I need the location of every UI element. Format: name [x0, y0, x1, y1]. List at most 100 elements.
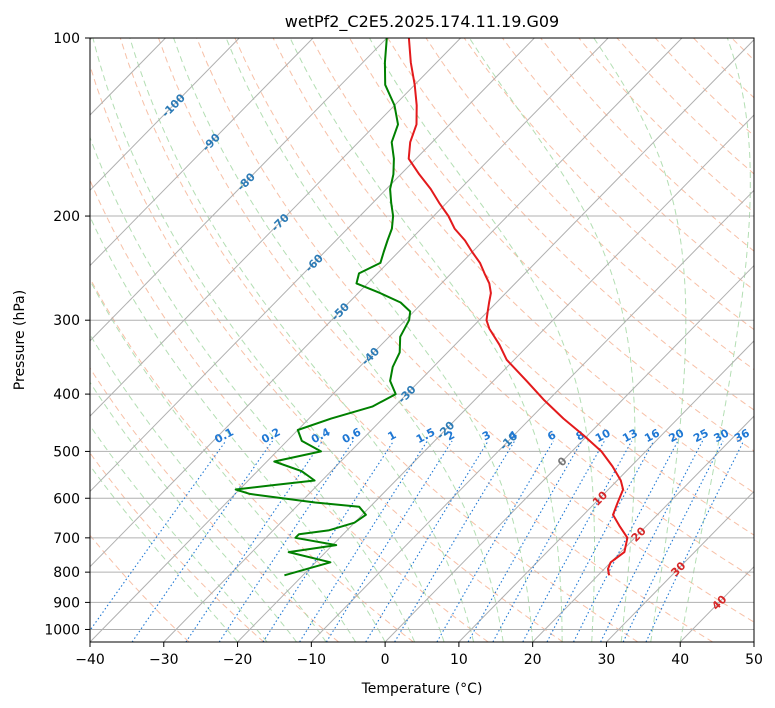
dry-adiabat: [616, 38, 754, 175]
dry-adiabat: [770, 38, 775, 642]
mixing-ratio-label: 0.2: [259, 425, 282, 446]
mixing-ratio-line: [467, 440, 583, 642]
mixing-ratio-line: [185, 440, 323, 642]
isotherm-line: [90, 38, 240, 192]
moist-adiabat: [679, 38, 751, 642]
isotherm-line: [90, 38, 388, 342]
isotherm-line: [606, 490, 754, 642]
isotherm-line: [532, 415, 754, 642]
moist-adiabat: [92, 38, 445, 642]
x-tick-label: −10: [297, 652, 327, 668]
dry-adiabat: [425, 38, 754, 371]
mixing-ratio-label: 10: [593, 426, 613, 445]
dry-adiabat: [349, 38, 754, 452]
dry-adiabat: [731, 38, 754, 61]
dry-adiabat: [540, 38, 754, 252]
moist-adiabat: [90, 215, 386, 642]
moist-adiabat: [468, 38, 636, 642]
mixing-ratio-label: 0.1: [212, 425, 235, 446]
mixing-ratio-label: 1: [386, 428, 399, 443]
mixing-ratio-label: 30: [712, 426, 732, 445]
moist-adiabat: [173, 38, 504, 642]
dry-adiabats: [90, 38, 775, 642]
dry-adiabat: [310, 38, 754, 494]
mixing-ratio-label: 0.6: [340, 425, 364, 446]
x-tick-label: 0: [381, 652, 390, 668]
isotherm-line: [753, 641, 754, 642]
isotherm-line: [679, 566, 754, 642]
isotherm-line: [90, 38, 683, 642]
y-tick-label: 700: [53, 531, 80, 547]
chart-title: wetPf2_C2E5.2025.174.11.19.G09: [285, 12, 559, 32]
x-tick-label: 20: [524, 652, 542, 668]
dry-adiabat: [578, 38, 754, 213]
mixing-ratio-label: 20: [667, 426, 687, 445]
y-tick-label: 800: [53, 565, 80, 581]
isotherm-line: [458, 340, 754, 642]
mixing-ratio-label: 2: [444, 428, 457, 443]
dry-adiabat: [90, 367, 339, 642]
moist-adiabat: [90, 381, 297, 642]
mixing-ratio-line: [365, 440, 489, 642]
moist-adiabat: [369, 38, 595, 642]
plot-area: -100-90-80-70-60-50-40-30-20 -10010203040…: [90, 38, 775, 642]
dry-adiabat: [90, 534, 190, 642]
x-tick-label: −30: [149, 652, 179, 668]
isotherm-line: [90, 38, 609, 568]
isotherm-line: [163, 39, 754, 642]
dry-adiabat: [90, 64, 564, 642]
isotherm-line: [384, 264, 754, 642]
mixing-ratio-label: 16: [642, 426, 662, 445]
x-tick-label: 50: [745, 652, 763, 668]
mixing-ratio-line: [492, 440, 605, 642]
dry-adiabat: [90, 179, 489, 642]
y-tick-label: 100: [53, 31, 80, 47]
moist-adiabat: [90, 424, 268, 642]
y-tick-label: 400: [53, 387, 80, 403]
x-axis-ticks: −40 −30 −20 −10 0 10 20 30 40 50: [75, 642, 763, 668]
isotherm-line: [90, 38, 461, 417]
isotherm-line: [237, 114, 754, 642]
dry-adiabat: [387, 38, 754, 411]
x-tick-label: 10: [450, 652, 468, 668]
sounding-series: [234, 38, 629, 577]
dry-adiabat: [234, 38, 754, 579]
mixing-ratio-label: 6: [545, 428, 558, 443]
dry-adiabat: [502, 38, 754, 291]
x-axis-title: Temperature (°C): [361, 681, 483, 697]
mixing-ratio-line: [299, 440, 428, 642]
mixing-ratio-line: [131, 440, 274, 642]
mixing-ratio-line: [600, 440, 704, 642]
dry-adiabat: [272, 38, 754, 536]
moist-adiabat: [289, 38, 563, 642]
y-tick-label: 600: [53, 491, 80, 507]
mixing-ratio-lines: [90, 440, 745, 642]
mixing-ratio-label: 36: [732, 426, 752, 445]
mixing-ratio-label: 3: [480, 428, 493, 443]
x-tick-label: −20: [223, 652, 253, 668]
x-tick-label: 30: [598, 652, 616, 668]
y-tick-label: 200: [53, 209, 80, 225]
moist-adiabat: [90, 279, 357, 642]
moist-adiabat: [225, 38, 534, 642]
mixing-ratio-line: [262, 440, 395, 642]
moist-adiabat: [90, 136, 416, 642]
mixing-ratio-labels: 0.1 0.2 0.4 0.6 1 1.5 2 3 4 6 8 10 13 16 20 25 30 36: [212, 425, 752, 446]
mixing-ratio-label: 13: [620, 426, 640, 445]
mixing-ratio-line: [218, 440, 354, 642]
mixing-ratio-line: [394, 440, 516, 642]
mixing-ratio-line: [522, 440, 633, 642]
grid-lines: [90, 38, 754, 642]
dry-adiabat: [119, 38, 639, 642]
moist-adiabat: [90, 464, 238, 642]
moist-adiabat: [593, 38, 687, 642]
plot-frame: [89, 37, 755, 643]
isotherm-label: -100: [159, 91, 188, 120]
mixing-ratio-line: [622, 440, 724, 642]
isotherm-line: [90, 38, 535, 493]
isotherm-line: [310, 189, 754, 642]
moist-adiabats: [90, 38, 751, 642]
y-tick-label: 500: [53, 444, 80, 460]
dry-adiabat: [90, 452, 265, 642]
